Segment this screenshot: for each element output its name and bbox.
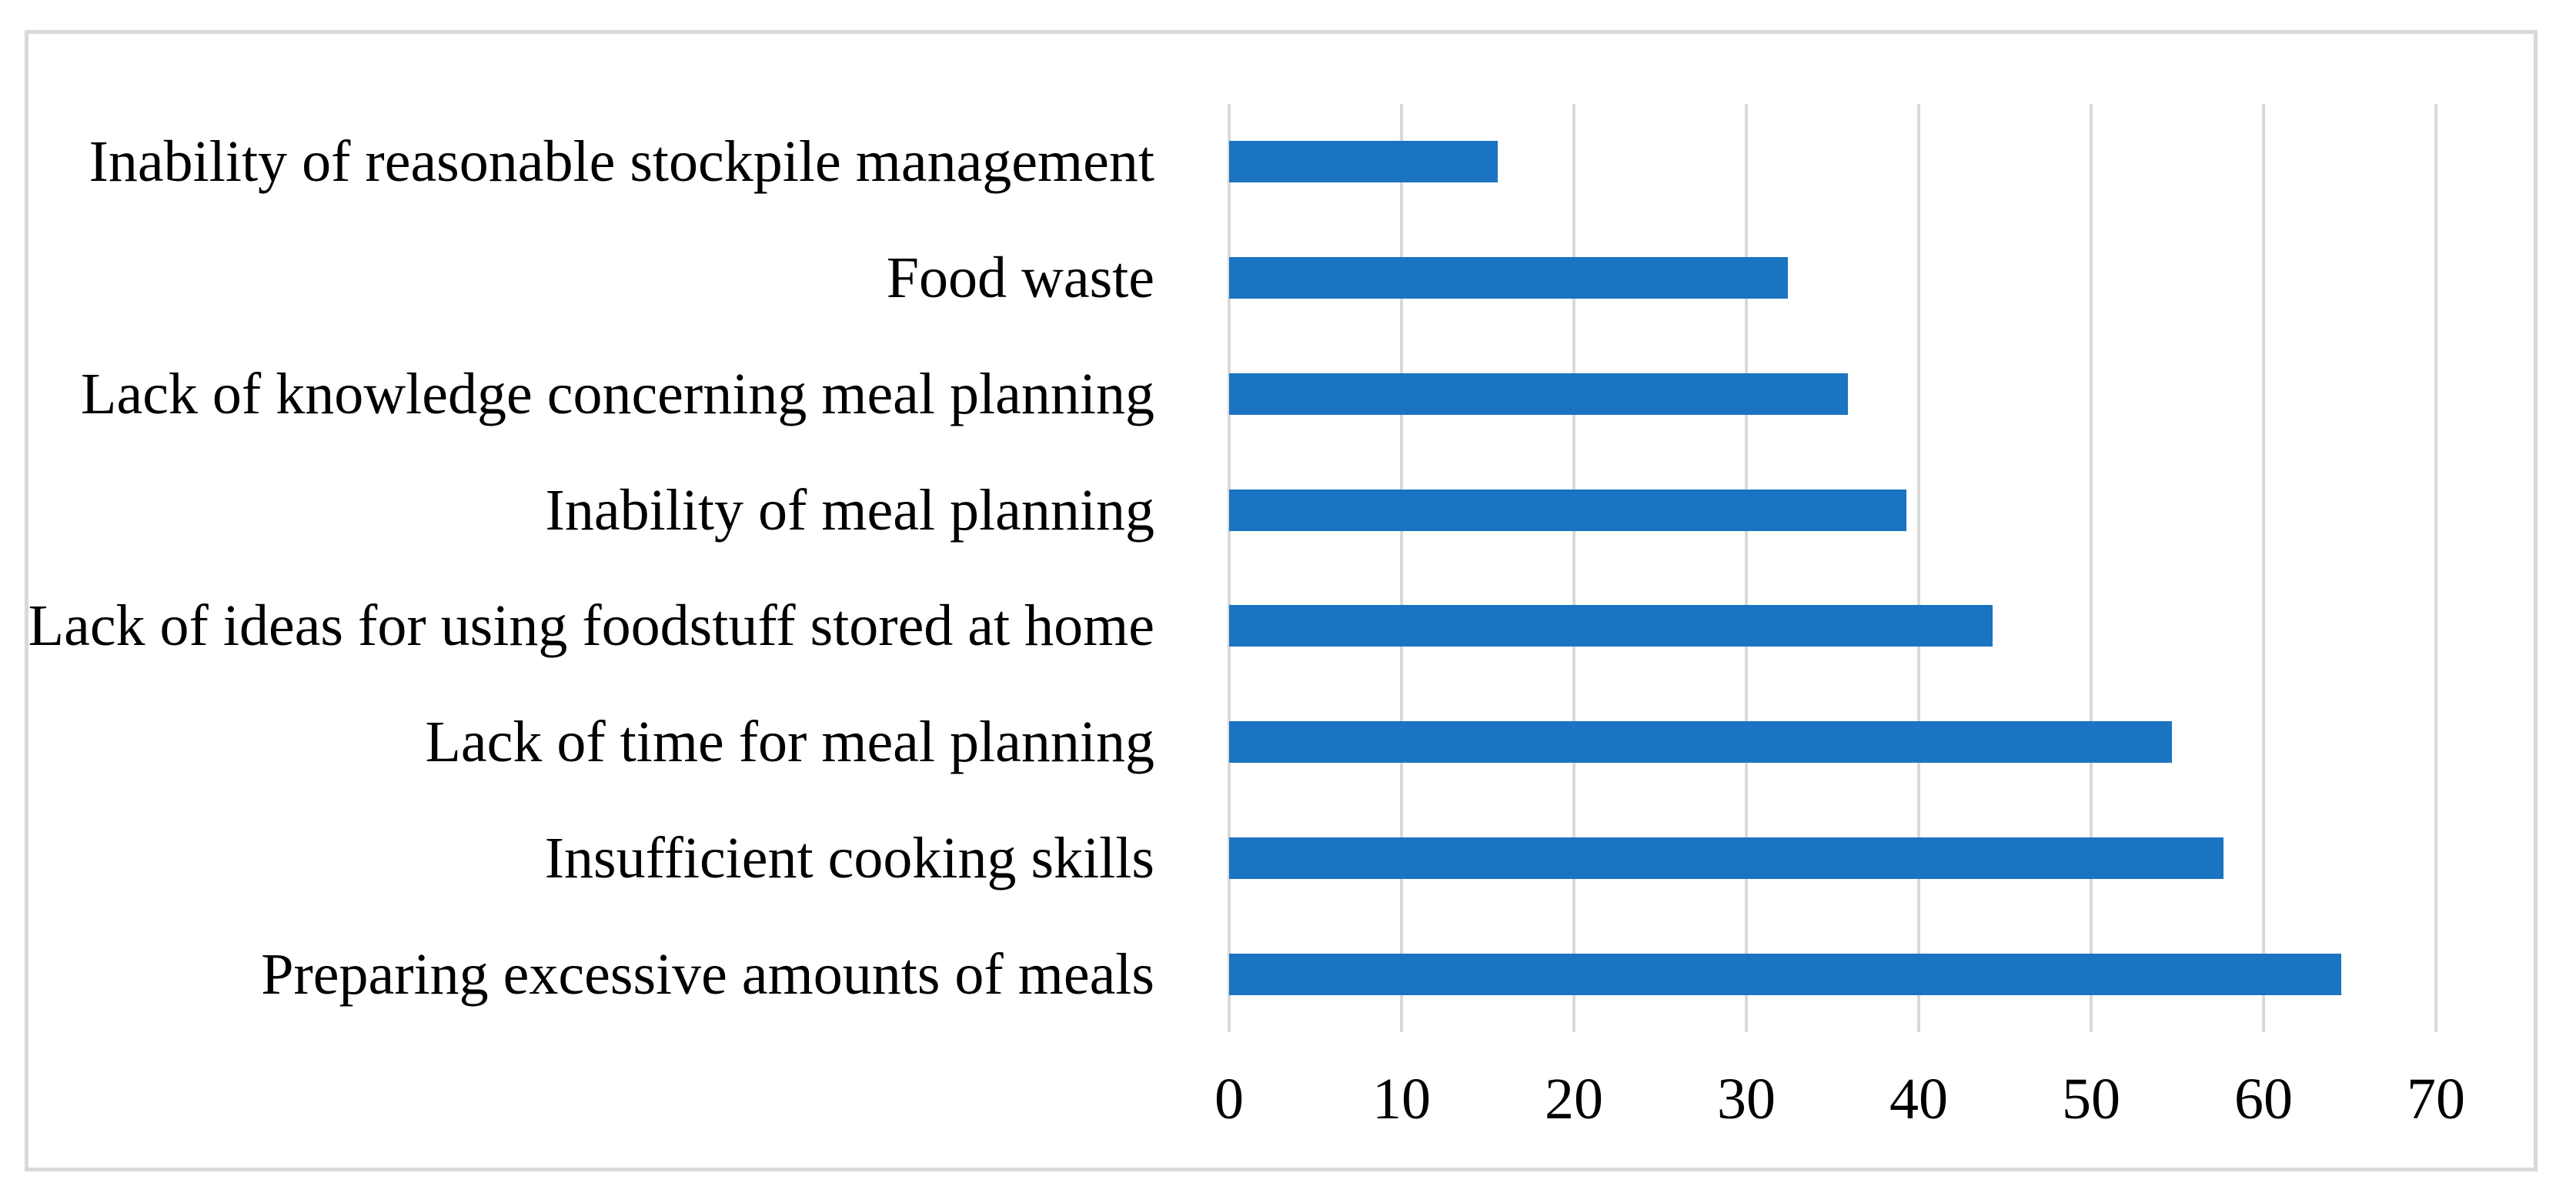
gridline-70 [2434, 104, 2437, 1032]
bar-0 [1229, 141, 1498, 183]
gridline-20 [1572, 104, 1575, 1032]
x-tick-label: 40 [1889, 1067, 1948, 1131]
gridline-0 [1228, 104, 1231, 1032]
bar-4 [1229, 605, 1993, 647]
bar-2 [1229, 373, 1849, 415]
gridline-10 [1400, 104, 1403, 1032]
category-label: Insufficient cooking skills [544, 825, 1154, 891]
gridline-40 [1917, 104, 1920, 1032]
category-label: Lack of knowledge concerning meal planni… [81, 361, 1154, 426]
chart-figure-frame: Inability of reasonable stockpile manage… [25, 30, 2538, 1171]
x-tick-label: 10 [1372, 1067, 1431, 1131]
x-tick-label: 70 [2407, 1067, 2465, 1131]
bar-5 [1229, 721, 2173, 764]
x-tick-label: 20 [1545, 1067, 1603, 1131]
x-tick-label: 60 [2234, 1067, 2293, 1131]
bar-6 [1229, 837, 2224, 879]
x-tick-label: 0 [1214, 1067, 1244, 1131]
bar-7 [1229, 953, 2341, 995]
x-tick-label: 50 [2062, 1067, 2120, 1131]
bar-3 [1229, 489, 1907, 531]
x-tick-label: 30 [1717, 1067, 1776, 1131]
category-label: Lack of ideas for using foodstuff stored… [28, 593, 1154, 659]
gridline-60 [2262, 104, 2265, 1032]
category-label: Inability of meal planning [545, 477, 1154, 543]
bar-1 [1229, 257, 1788, 299]
gridline-30 [1745, 104, 1748, 1032]
gridline-50 [2090, 104, 2093, 1032]
category-label: Preparing excessive amounts of meals [261, 941, 1154, 1007]
category-label: Inability of reasonable stockpile manage… [89, 129, 1154, 195]
category-label: Food waste [886, 246, 1154, 311]
category-label: Lack of time for meal planning [425, 710, 1154, 775]
